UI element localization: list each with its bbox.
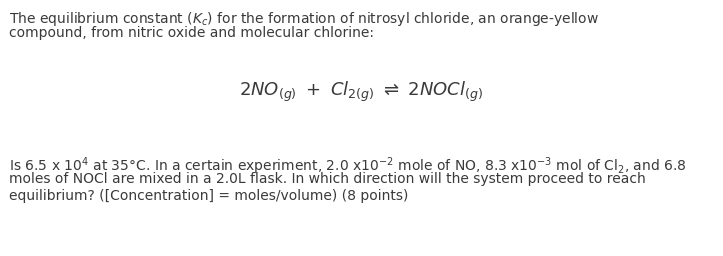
Text: equilibrium? ([Concentration] = moles/volume) (8 points): equilibrium? ([Concentration] = moles/vo…: [9, 189, 408, 203]
Text: compound, from nitric oxide and molecular chlorine:: compound, from nitric oxide and molecula…: [9, 26, 374, 40]
Text: The equilibrium constant ($K_c$) for the formation of nitrosyl chloride, an oran: The equilibrium constant ($K_c$) for the…: [9, 10, 599, 28]
Text: Is 6.5 x $10^4$ at 35°C. In a certain experiment, 2.0 x$10^{-2}$ mole of NO, 8.3: Is 6.5 x $10^4$ at 35°C. In a certain ex…: [9, 155, 686, 177]
Text: $2NO_{(g)}\ +\ Cl_{2(g)}\ \rightleftharpoons\ 2NOCl_{(g)}$: $2NO_{(g)}\ +\ Cl_{2(g)}\ \rightleftharp…: [239, 80, 484, 104]
Text: moles of NOCl are mixed in a 2.0L flask. In which direction will the system proc: moles of NOCl are mixed in a 2.0L flask.…: [9, 172, 646, 186]
